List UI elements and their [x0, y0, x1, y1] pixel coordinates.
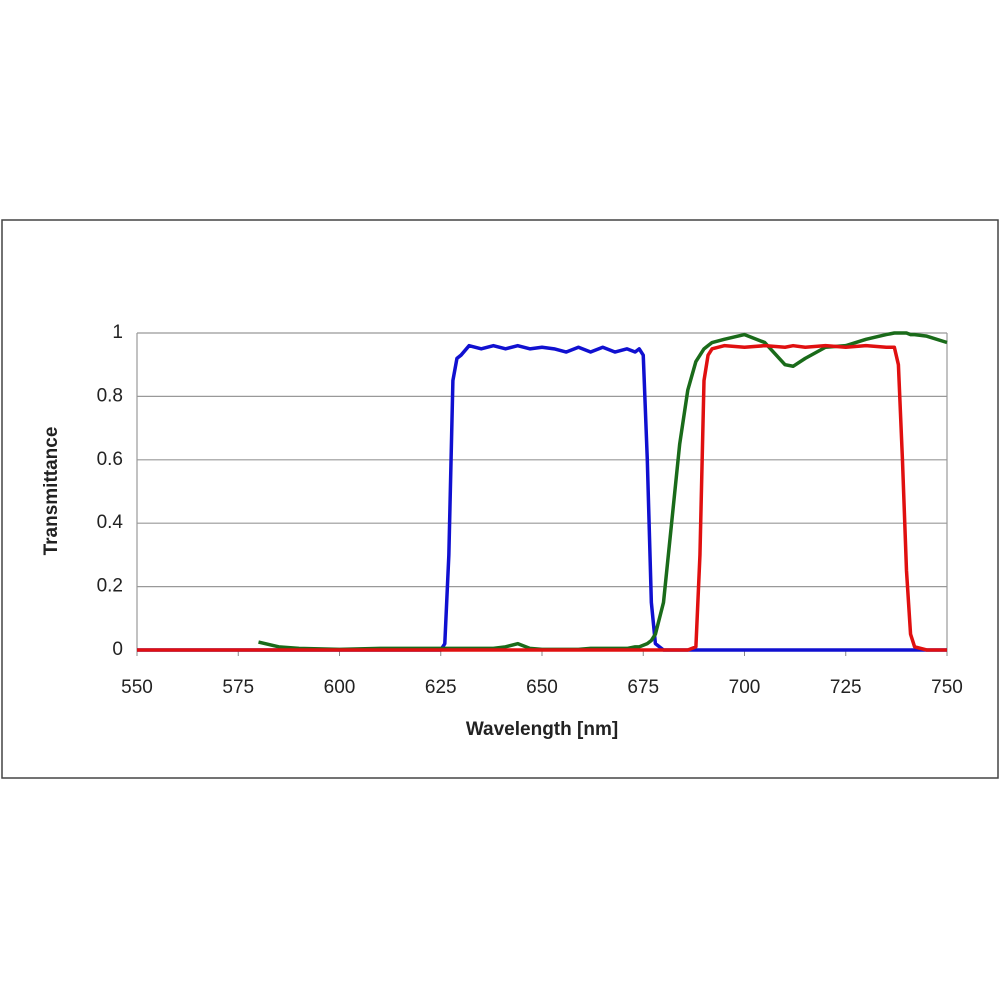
- series-line: [137, 343, 947, 652]
- x-tick-label: 625: [425, 677, 457, 698]
- x-tick-label: 650: [526, 677, 558, 698]
- y-axis-label: Transmittance: [41, 427, 62, 556]
- series-line: [137, 343, 947, 652]
- x-axis-label: Wavelength [nm]: [466, 719, 618, 740]
- x-tick-label: 550: [121, 677, 153, 698]
- x-tick-label: 750: [931, 677, 963, 698]
- x-tick-label: 600: [324, 677, 356, 698]
- x-tick-label: 725: [830, 677, 862, 698]
- x-tick-label: 700: [729, 677, 761, 698]
- chart-frame: [1, 219, 999, 779]
- y-tick-label: 0.4: [97, 512, 124, 533]
- y-tick-label: 0.2: [97, 576, 123, 597]
- y-tick-label: 0: [112, 639, 123, 660]
- x-tick-label: 575: [222, 677, 254, 698]
- y-tick-label: 0.6: [97, 449, 123, 470]
- x-tick-label: 675: [627, 677, 659, 698]
- y-tick-label: 1: [112, 322, 123, 343]
- y-tick-label: 0.8: [97, 385, 123, 406]
